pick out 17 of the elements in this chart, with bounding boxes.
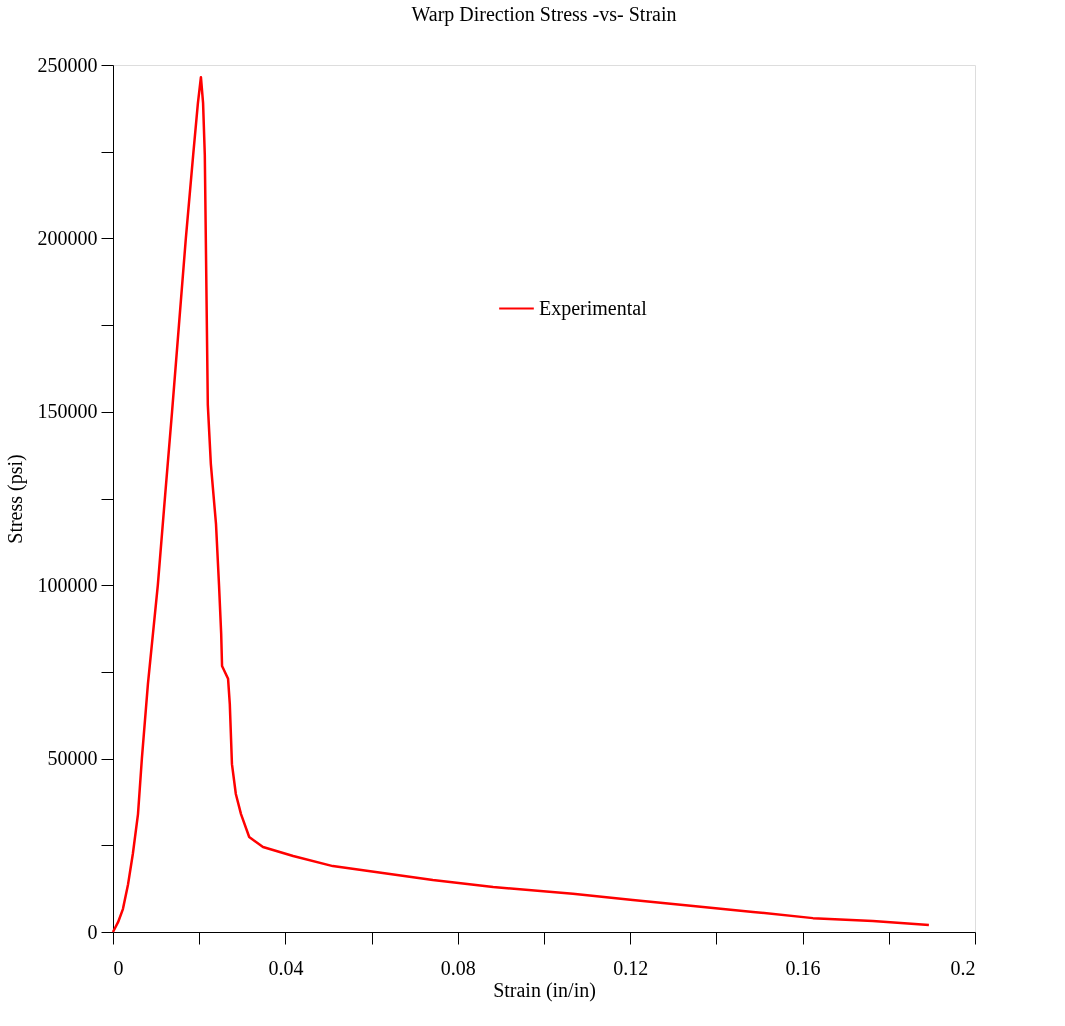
line-series: [111, 75, 931, 934]
x-tick-label: 0.08: [440, 956, 476, 979]
x-tick-label: 0.16: [785, 956, 821, 979]
y-tick-label: 150000: [37, 400, 98, 423]
x-tick-label: 0: [113, 956, 124, 979]
y-tick-label: 200000: [37, 226, 98, 249]
legend-label: Experimental: [539, 296, 648, 320]
x-tick-label: 0.12: [613, 956, 649, 979]
y-tick-label: 0: [87, 920, 98, 943]
x-tick-label: 0.2: [950, 956, 976, 979]
y-tick-label: 50000: [47, 747, 98, 770]
x-axis-title: Strain (in/in): [493, 978, 596, 1002]
x-tick-label: 0.04: [268, 956, 304, 979]
y-tick-label: 100000: [37, 573, 98, 596]
chart-title: Warp Direction Stress -vs- Strain: [411, 3, 677, 26]
y-axis-title: Stress (psi): [3, 454, 27, 544]
y-tick-label: 250000: [37, 53, 98, 76]
